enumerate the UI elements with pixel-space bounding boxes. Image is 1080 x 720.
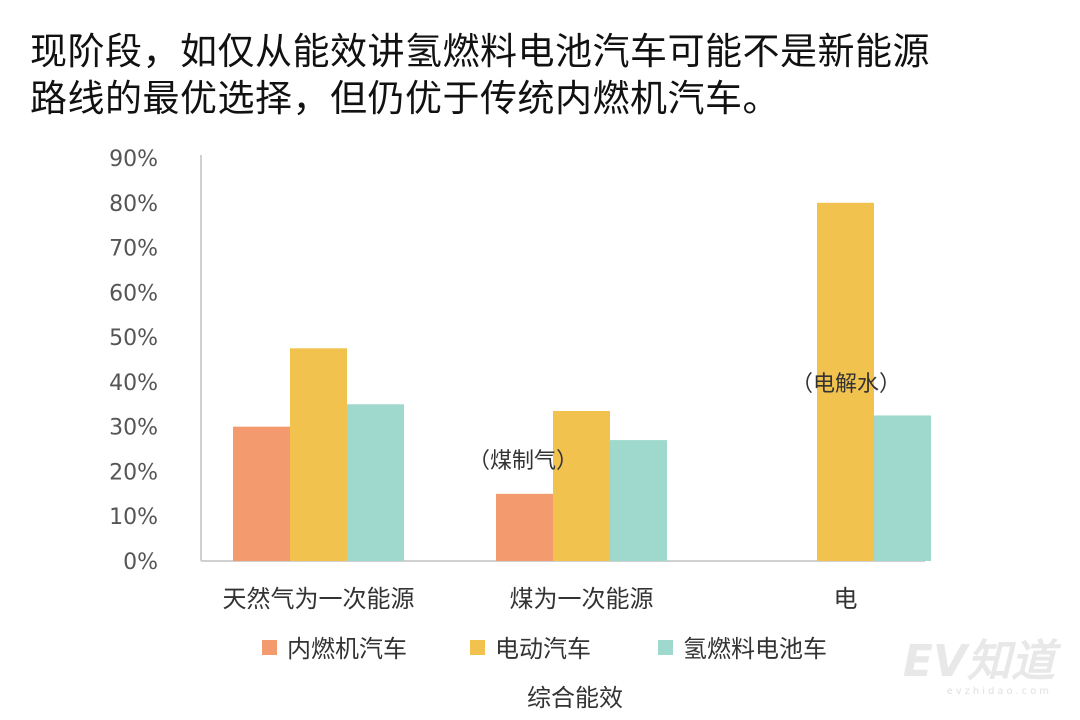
y-tick-label: 0% [123,550,158,575]
annotation-coal-gas: （煤制气） [468,449,578,474]
y-axis-ticks: 0% 10% 20% 30% 40% 50% 60% 70% 80% 90% [109,147,158,575]
legend-swatch [470,640,485,655]
y-tick-label: 30% [109,416,158,441]
headline-line-1: 现阶段，如仅从能效讲氢燃料电池汽车可能不是新能源 [30,30,930,73]
bar [874,415,931,561]
bar [496,493,553,561]
watermark-logo: EV知道 [903,636,1062,687]
legend: 内燃机汽车 电动汽车 氢燃料电池车 [262,635,827,663]
y-tick-label: 10% [109,505,158,530]
x-axis-title: 综合能效 [527,684,623,712]
watermark-sub: evzhidao.com [947,686,1052,697]
y-tick-label: 50% [109,326,158,351]
category-label: 电 [834,585,858,613]
bars [233,202,931,561]
y-tick-label: 70% [109,237,158,262]
y-tick-label: 60% [109,281,158,306]
y-tick-label: 80% [109,192,158,217]
category-label: 天然气为一次能源 [223,585,415,613]
watermark: EV知道 evzhidao.com [903,636,1062,697]
bar [290,348,347,561]
category-label: 煤为一次能源 [510,585,654,613]
legend-label: 内燃机汽车 [287,635,407,663]
y-tick-label: 20% [109,460,158,485]
headline-line-2: 路线的最优选择，但仍优于传统内燃机汽车。 [30,77,780,120]
headline: 现阶段，如仅从能效讲氢燃料电池汽车可能不是新能源 路线的最优选择，但仍优于传统内… [30,28,1070,122]
bar [610,440,667,561]
legend-swatch [262,640,277,655]
y-tick-label: 40% [109,371,158,396]
legend-label: 电动汽车 [495,635,591,663]
bar [233,426,290,561]
bar [817,202,874,561]
legend-swatch [658,640,673,655]
x-axis-categories: 天然气为一次能源 煤为一次能源 电 [223,585,858,613]
bar [553,410,610,561]
bar [347,404,404,561]
legend-label: 氢燃料电池车 [683,635,827,663]
y-tick-label: 90% [109,147,158,172]
annotation-electrolysis: （电解水） [791,372,901,397]
